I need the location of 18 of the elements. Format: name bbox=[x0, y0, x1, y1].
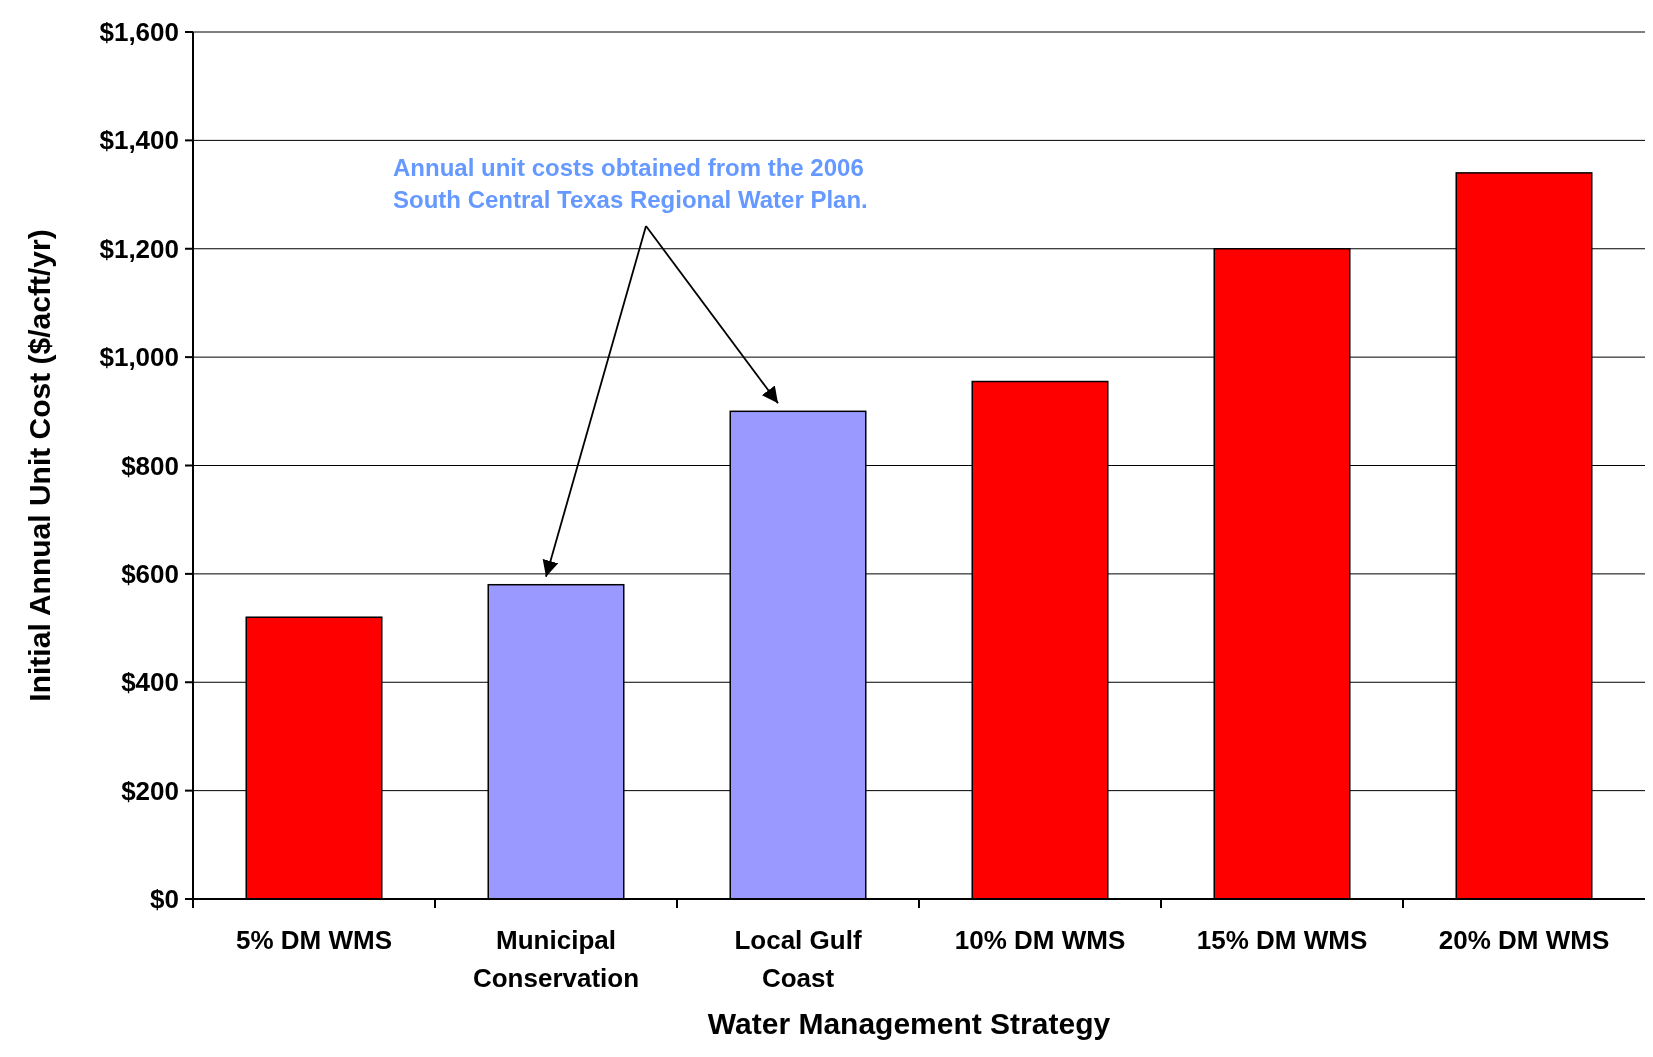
x-tick-label: Local Gulf Coast bbox=[734, 925, 862, 993]
x-tick-label: 20% DM WMS bbox=[1438, 925, 1610, 955]
y-tick-label: $1,600 bbox=[99, 17, 179, 48]
y-tick-label: $1,000 bbox=[99, 342, 179, 373]
y-tick-label: $400 bbox=[121, 667, 179, 698]
x-axis-title: Water Management Strategy bbox=[707, 1007, 1111, 1040]
x-tick-label: 10% DM WMS bbox=[954, 925, 1126, 955]
y-tick-label: $200 bbox=[121, 775, 179, 806]
y-tick-label: $1,200 bbox=[99, 233, 179, 264]
x-tick-label: 15% DM WMS bbox=[1196, 925, 1368, 955]
y-tick-label: $1,400 bbox=[99, 125, 179, 156]
y-tick-label: $600 bbox=[121, 558, 179, 589]
annotation: Annual unit costs obtained from the 2006 South Central Texas Regional Water Plan. bbox=[393, 154, 868, 213]
y-tick-label: $0 bbox=[150, 884, 179, 915]
x-tick-label: Municipal Conservation bbox=[472, 925, 640, 993]
y-tick-label: $800 bbox=[121, 450, 179, 481]
x-tick-label: 5% DM WMS bbox=[236, 925, 392, 955]
y-axis-title: Initial Annual Unit Cost ($/acft/yr) bbox=[23, 229, 56, 702]
